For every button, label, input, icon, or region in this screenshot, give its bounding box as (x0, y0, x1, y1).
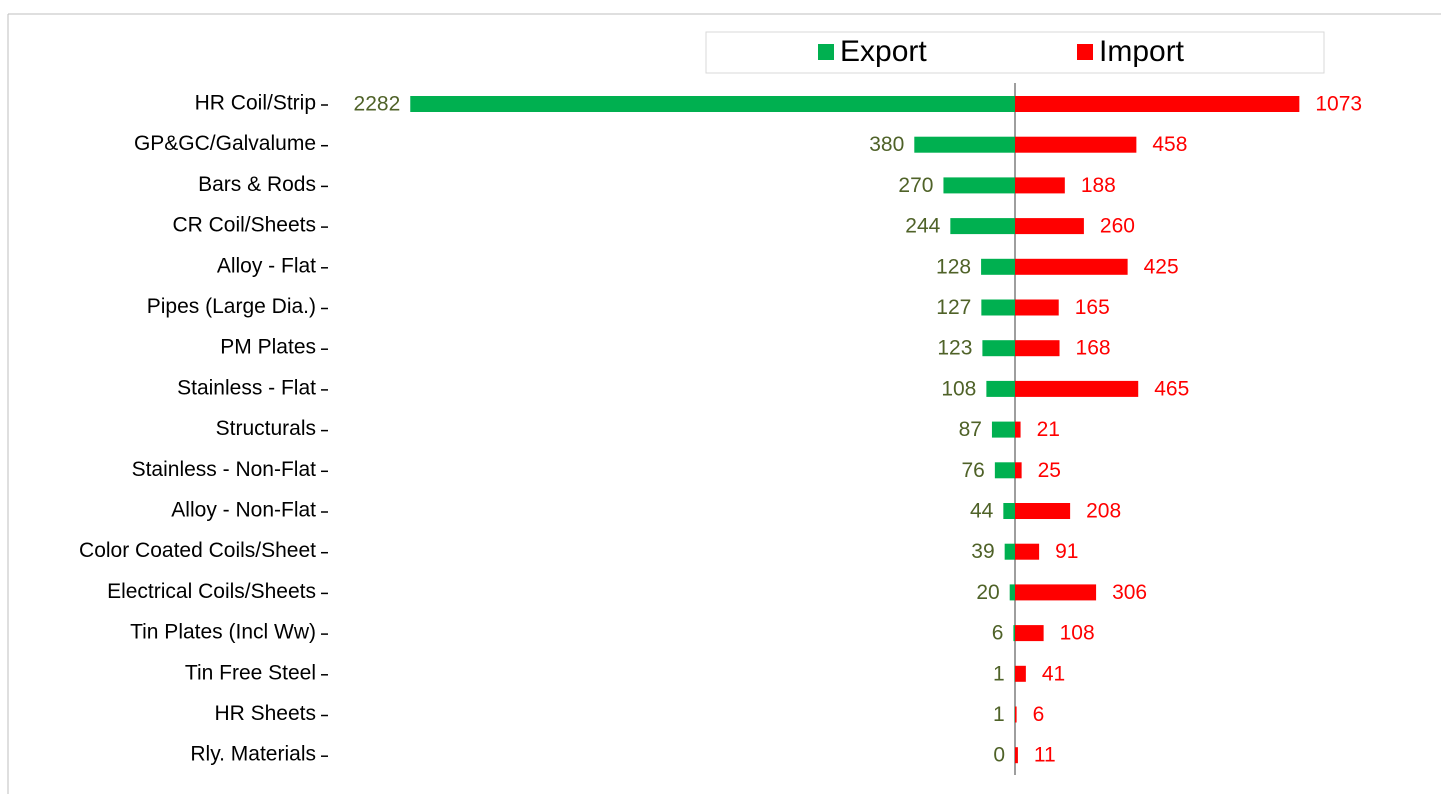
value-label: 188 (1081, 174, 1116, 197)
value-label: 21 (1037, 418, 1060, 441)
bar (1015, 665, 1026, 682)
category-label: GP&GC/Galvalume (134, 132, 316, 155)
category-label: CR Coil/Sheets (172, 214, 316, 237)
value-label: 44 (970, 500, 994, 523)
value-label: 458 (1152, 133, 1187, 156)
bar (410, 96, 1015, 112)
legend-swatch (1077, 44, 1093, 60)
bar (1015, 706, 1017, 723)
value-label: 6 (1033, 703, 1045, 726)
legend-label: Export (840, 35, 927, 68)
bar (1015, 747, 1018, 764)
value-label: 1 (993, 662, 1005, 685)
category-label: HR Sheets (214, 702, 316, 725)
bar (914, 136, 1015, 153)
bar (991, 421, 1015, 438)
bar (1015, 299, 1059, 316)
value-label: 87 (959, 418, 982, 441)
bar (981, 258, 1015, 275)
value-label: 25 (1038, 459, 1061, 482)
bar (1015, 380, 1139, 397)
value-label: 76 (962, 459, 985, 482)
bar (1003, 503, 1015, 519)
bar (1015, 258, 1128, 275)
category-label: Rly. Materials (190, 743, 316, 766)
value-label: 244 (905, 215, 940, 238)
value-label: 1 (993, 703, 1005, 726)
bar (1015, 96, 1300, 112)
value-label: 0 (993, 744, 1005, 767)
category-label: Pipes (Large Dia.) (147, 295, 316, 318)
bar (943, 177, 1015, 194)
bar (1015, 584, 1097, 601)
legend-label: Import (1099, 35, 1185, 68)
category-label: Alloy - Non-Flat (171, 499, 316, 522)
category-label: Color Coated Coils/Sheet (79, 539, 316, 562)
bar (981, 299, 1015, 316)
bar (982, 340, 1015, 357)
value-label: 380 (869, 133, 904, 156)
legend-box (705, 31, 1325, 74)
bar (1015, 340, 1060, 357)
category-label: Tin Plates (Incl Ww) (130, 621, 316, 644)
value-label: 260 (1100, 215, 1135, 238)
bar (1004, 543, 1015, 560)
value-label: 91 (1055, 540, 1078, 563)
bar (1015, 136, 1137, 153)
category-label: Stainless - Flat (177, 376, 316, 399)
value-label: 465 (1154, 377, 1189, 400)
value-label: 208 (1086, 500, 1121, 523)
bar (1015, 421, 1021, 438)
bar (1015, 625, 1044, 642)
bar (994, 462, 1015, 479)
category-label: Bars & Rods (198, 173, 316, 196)
bar (1015, 218, 1084, 235)
legend-swatch (818, 44, 834, 60)
category-label: Alloy - Flat (217, 254, 316, 277)
value-label: 425 (1144, 255, 1179, 278)
value-label: 108 (941, 377, 976, 400)
bar (950, 218, 1015, 235)
value-label: 306 (1112, 581, 1147, 604)
value-label: 6 (992, 622, 1004, 645)
value-label: 20 (976, 581, 999, 604)
bar (1013, 625, 1015, 642)
category-label: Electrical Coils/Sheets (107, 580, 316, 603)
bar (1009, 584, 1015, 601)
category-label: PM Plates (220, 336, 316, 359)
value-label: 2282 (354, 93, 401, 116)
value-label: 39 (971, 540, 994, 563)
category-label: HR Coil/Strip (195, 92, 316, 115)
category-label: Tin Free Steel (185, 661, 316, 684)
bar (1015, 503, 1071, 519)
category-label: Stainless - Non-Flat (132, 458, 317, 481)
value-label: 128 (936, 255, 971, 278)
bar (1015, 462, 1022, 479)
value-label: 127 (936, 296, 971, 319)
value-label: 11 (1034, 744, 1056, 767)
value-label: 123 (937, 337, 972, 360)
value-label: 41 (1042, 662, 1065, 685)
bar (1015, 543, 1040, 560)
category-label: Structurals (216, 417, 316, 440)
value-label: 168 (1076, 337, 1111, 360)
value-label: 1073 (1315, 93, 1362, 116)
bar (1015, 177, 1065, 194)
value-label: 165 (1075, 296, 1110, 319)
value-label: 270 (898, 174, 933, 197)
bar (986, 380, 1015, 397)
value-label: 108 (1060, 622, 1095, 645)
